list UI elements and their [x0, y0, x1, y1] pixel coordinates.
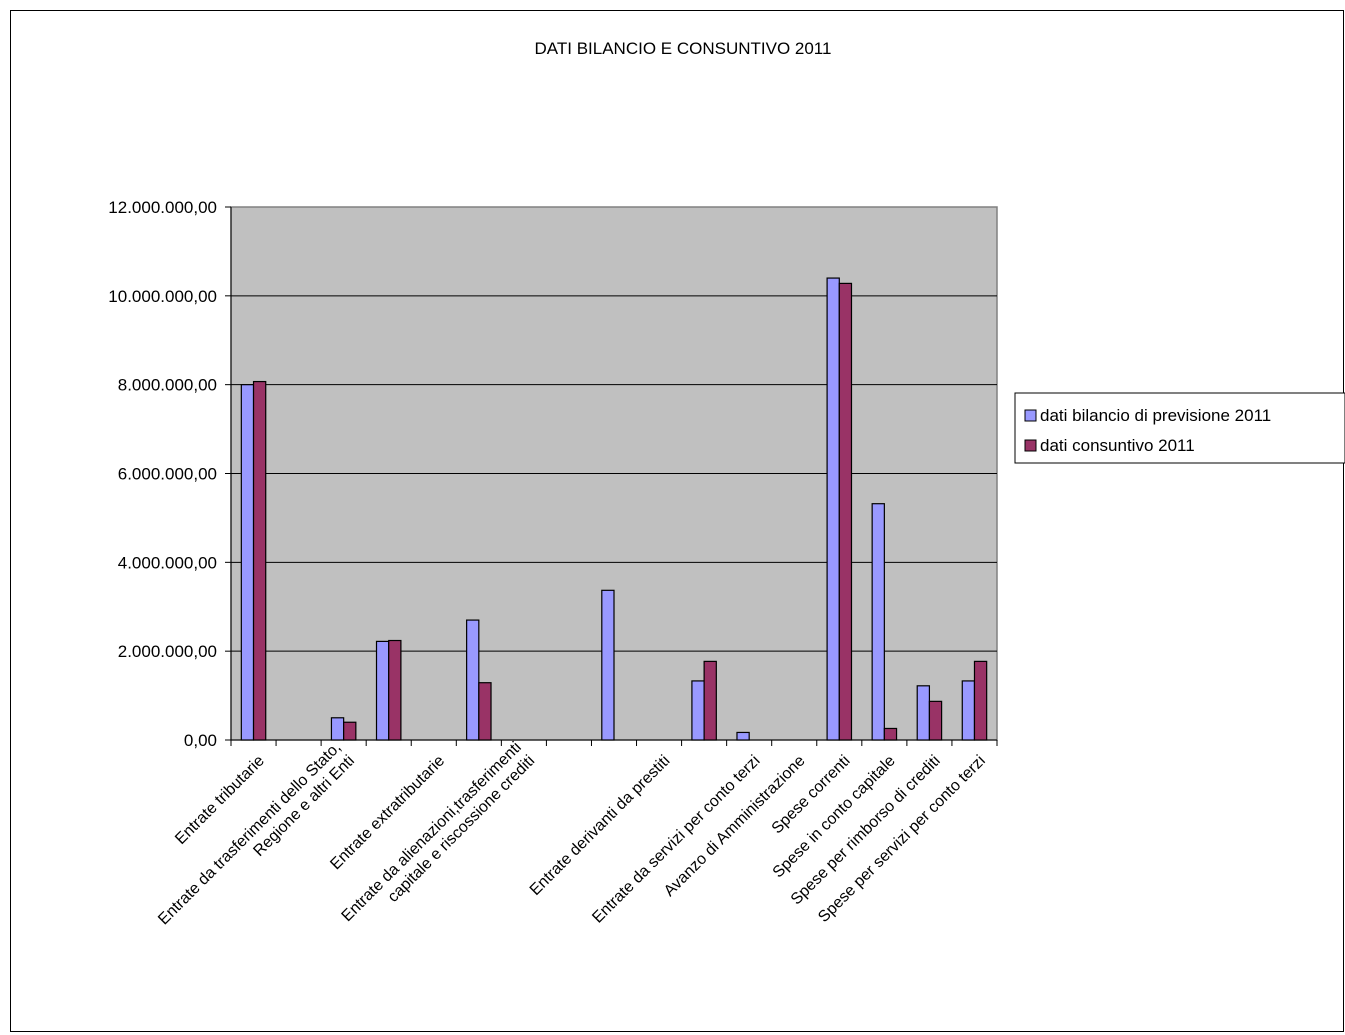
- x-category-label-line: capitale e riscossione crediti: [385, 752, 539, 906]
- legend-label: dati consuntivo 2011: [1040, 436, 1195, 455]
- bar-previsione: [466, 619, 480, 741]
- y-tick-label: 6.000.000,00: [118, 465, 217, 484]
- x-category-label: Entrate derivanti da prestiti: [527, 752, 674, 899]
- bar-consuntivo: [703, 660, 717, 741]
- bar-previsione: [375, 640, 390, 741]
- y-tick-label: 8.000.000,00: [118, 376, 217, 395]
- bar-consuntivo: [838, 282, 853, 741]
- x-category-label: Spese correnti: [769, 752, 854, 837]
- bar-consuntivo: [388, 639, 402, 741]
- legend-swatch: [1024, 409, 1037, 422]
- bar-previsione: [871, 503, 885, 741]
- chart-frame: DATI BILANCIO E CONSUNTIVO 2011 0,00 2.000…: [10, 10, 1345, 1032]
- bar-consuntivo: [252, 380, 267, 741]
- y-tick-label: 10.000.000,00: [108, 287, 217, 306]
- bar-consuntivo: [973, 660, 988, 741]
- bar-previsione: [826, 277, 840, 741]
- x-category-label-line: Spese per servizi per conto terzi: [815, 752, 989, 926]
- bar-consuntivo: [928, 700, 943, 741]
- legend: dati bilancio di previsione 2011 dati con…: [1014, 392, 1345, 464]
- x-category-label: Entrate da servizi per conto terzi: [589, 752, 763, 926]
- bar-previsione: [330, 717, 345, 741]
- bar-previsione: [601, 589, 615, 741]
- legend-box: [1014, 392, 1345, 464]
- legend-label: dati bilancio di previsione 2011: [1040, 406, 1271, 425]
- bar-previsione: [240, 384, 255, 741]
- y-tick-label: 4.000.000,00: [118, 553, 217, 572]
- x-category-label: Spese per servizi per conto terzi: [815, 752, 989, 926]
- bar-previsione: [961, 680, 976, 741]
- bar-previsione: [736, 731, 750, 741]
- bar-chart: DATI BILANCIO E CONSUNTIVO 2011 0,00 2.000…: [108, 39, 1345, 928]
- y-tick-label: 12.000.000,00: [108, 198, 217, 217]
- bar-previsione: [691, 680, 705, 741]
- bar-consuntivo: [343, 721, 357, 741]
- x-category-label-line: Spese correnti: [769, 752, 854, 837]
- bar-previsione: [916, 685, 931, 741]
- legend-swatch: [1024, 439, 1037, 452]
- y-tick-label: 2.000.000,00: [118, 642, 217, 661]
- bar-consuntivo: [478, 682, 492, 741]
- chart-title: DATI BILANCIO E CONSUNTIVO 2011: [535, 39, 832, 58]
- x-category-label-line: Entrate da servizi per conto terzi: [589, 752, 763, 926]
- x-category-label-line: Entrate derivanti da prestiti: [527, 752, 674, 899]
- y-tick-label: 0,00: [184, 731, 217, 750]
- bar-consuntivo: [883, 727, 898, 741]
